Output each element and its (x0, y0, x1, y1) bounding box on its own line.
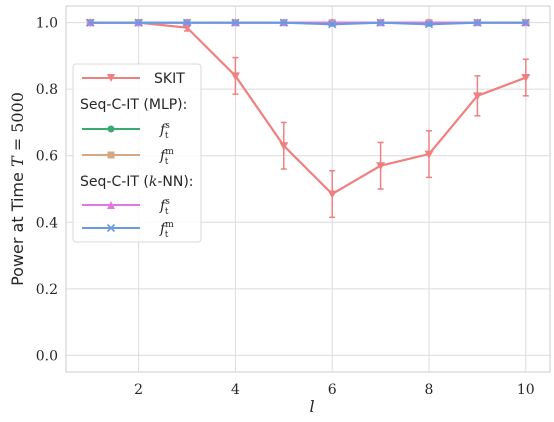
y-axis-label-suffix: = 5000 (8, 92, 27, 156)
tick-labels: 2 4 6 8 10 0.0 0.2 0.4 0.6 0.8 1.0 (36, 16, 535, 398)
legend-mlp-fm-f: f (159, 148, 168, 164)
legend-mlp-fs-label: fs t (159, 121, 170, 141)
legend-knn-fm-label: fm t (159, 220, 174, 240)
legend-group2-title: Seq-C-IT (k-NN): (80, 174, 194, 190)
x-tick-label: 6 (328, 382, 337, 398)
y-tick-label: 0.0 (36, 348, 58, 364)
legend-group2-title-math: k (149, 174, 157, 190)
legend-knn-fm-f: f (159, 221, 168, 237)
legend-mlp-fs-f: f (159, 122, 168, 138)
data-point (279, 18, 288, 27)
y-axis-label-text: Power at Time (8, 167, 27, 286)
data-point (230, 72, 240, 81)
legend-knn-fm-marker (106, 223, 116, 233)
data-point (424, 150, 434, 159)
legend-mlp-fm-sub: t (165, 157, 169, 167)
y-tick-label: 1.0 (36, 16, 58, 32)
series-0 (85, 19, 531, 219)
data-point (134, 18, 143, 27)
y-tick-label: 0.2 (36, 282, 58, 298)
legend-knn-fm-sup: m (165, 220, 174, 230)
data-point (521, 18, 530, 27)
y-tick-label: 0.4 (36, 215, 58, 231)
legend-mlp-fs-sup: s (165, 121, 170, 131)
legend-knn-fs-f: f (159, 198, 168, 214)
legend-mlp-fm-marker (107, 151, 115, 159)
data-point (231, 18, 240, 27)
data-point (472, 92, 482, 101)
legend-knn-fm-sub: t (165, 230, 169, 240)
legend-mlp-fm-sup: m (165, 147, 174, 157)
data-point (521, 74, 531, 83)
x-tick-label: 8 (425, 382, 434, 398)
data-point (327, 190, 337, 199)
legend-knn-fs-sup: s (165, 197, 170, 207)
x-axis-label: l (309, 397, 314, 416)
data-point (424, 20, 434, 29)
series-4 (86, 18, 530, 29)
y-tick-label: 0.8 (36, 82, 58, 98)
series-layer (85, 18, 531, 219)
legend-group2-title-pre: Seq-C-IT ( (80, 174, 149, 190)
legend-group1-title: Seq-C-IT (MLP): (80, 97, 187, 113)
data-point (279, 142, 289, 151)
legend-group2-title-post: -NN): (157, 174, 193, 190)
data-point (86, 18, 95, 27)
legend-mlp-fs-marker (107, 125, 115, 133)
data-point (473, 18, 482, 27)
y-tick-label: 0.6 (36, 149, 58, 165)
data-point (376, 162, 386, 171)
legend-skit-label: SKIT (154, 71, 185, 87)
legend-knn-fs-label: fs t (159, 197, 170, 217)
legend: SKIT Seq-C-IT (MLP): fs t fm t Seq-C-IT (k… (72, 63, 202, 243)
series-line (90, 21, 526, 26)
y-axis-label-math: T (8, 155, 27, 167)
series-line (90, 21, 527, 196)
x-tick-label: 10 (517, 382, 535, 398)
legend-mlp-fm-label: fm t (159, 147, 174, 167)
x-tick-label: 4 (231, 382, 240, 398)
legend-skit-marker (107, 74, 115, 82)
x-tick-label: 2 (134, 382, 143, 398)
legend-box (72, 63, 202, 243)
data-point (328, 20, 337, 29)
legend-mlp-fs-sub: t (165, 131, 169, 141)
y-axis-label-group: Power at Time T = 5000 (8, 92, 27, 286)
legend-knn-fs-marker (107, 201, 115, 209)
y-axis-label: Power at Time T = 5000 (8, 92, 27, 286)
data-point (376, 18, 385, 27)
legend-knn-fs-sub: t (165, 207, 169, 217)
data-point (182, 18, 192, 27)
